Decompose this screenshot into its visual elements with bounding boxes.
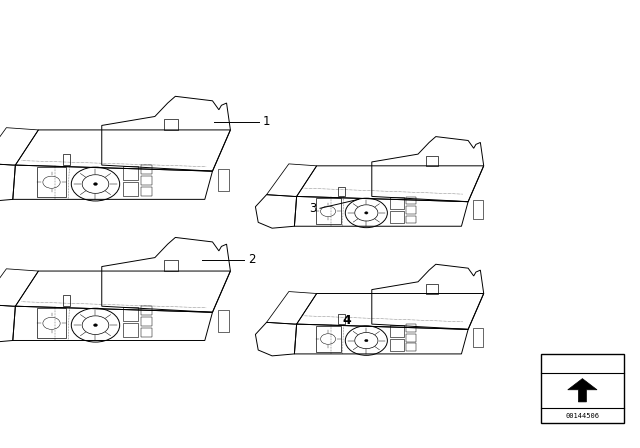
Bar — [63, 295, 70, 306]
Circle shape — [365, 340, 368, 342]
Bar — [218, 310, 229, 332]
Bar — [426, 284, 438, 293]
Bar — [406, 324, 415, 332]
Bar — [406, 334, 415, 341]
Bar — [141, 318, 152, 326]
Bar — [338, 187, 344, 196]
Bar — [390, 324, 404, 337]
Text: 3: 3 — [309, 202, 317, 215]
Bar — [390, 197, 404, 209]
Bar — [218, 169, 229, 191]
Bar — [141, 306, 152, 315]
Bar — [164, 260, 178, 271]
Bar — [472, 327, 483, 347]
Bar — [123, 166, 138, 180]
Circle shape — [365, 212, 368, 214]
Bar — [141, 177, 152, 185]
Bar — [141, 187, 152, 196]
Bar — [316, 326, 340, 352]
Bar — [123, 182, 138, 196]
Circle shape — [93, 183, 97, 185]
Bar — [406, 206, 415, 214]
Bar — [406, 344, 415, 351]
Bar — [338, 314, 344, 324]
Bar — [141, 165, 152, 174]
Circle shape — [93, 324, 97, 327]
Bar — [406, 216, 415, 224]
Bar — [541, 354, 624, 423]
Bar — [123, 323, 138, 337]
Bar — [472, 200, 483, 219]
Bar — [316, 198, 340, 224]
Bar — [37, 167, 66, 197]
Text: 4: 4 — [342, 314, 351, 327]
Bar — [37, 308, 66, 339]
Bar — [426, 156, 438, 166]
Bar — [63, 154, 70, 165]
Bar — [390, 211, 404, 224]
Text: 00144506: 00144506 — [565, 413, 600, 419]
Text: 2: 2 — [248, 253, 255, 267]
Text: 1: 1 — [262, 115, 270, 129]
Bar — [406, 197, 415, 204]
Bar — [390, 339, 404, 351]
Bar — [141, 328, 152, 337]
Bar — [123, 307, 138, 321]
Polygon shape — [568, 379, 597, 402]
Bar — [164, 119, 178, 130]
